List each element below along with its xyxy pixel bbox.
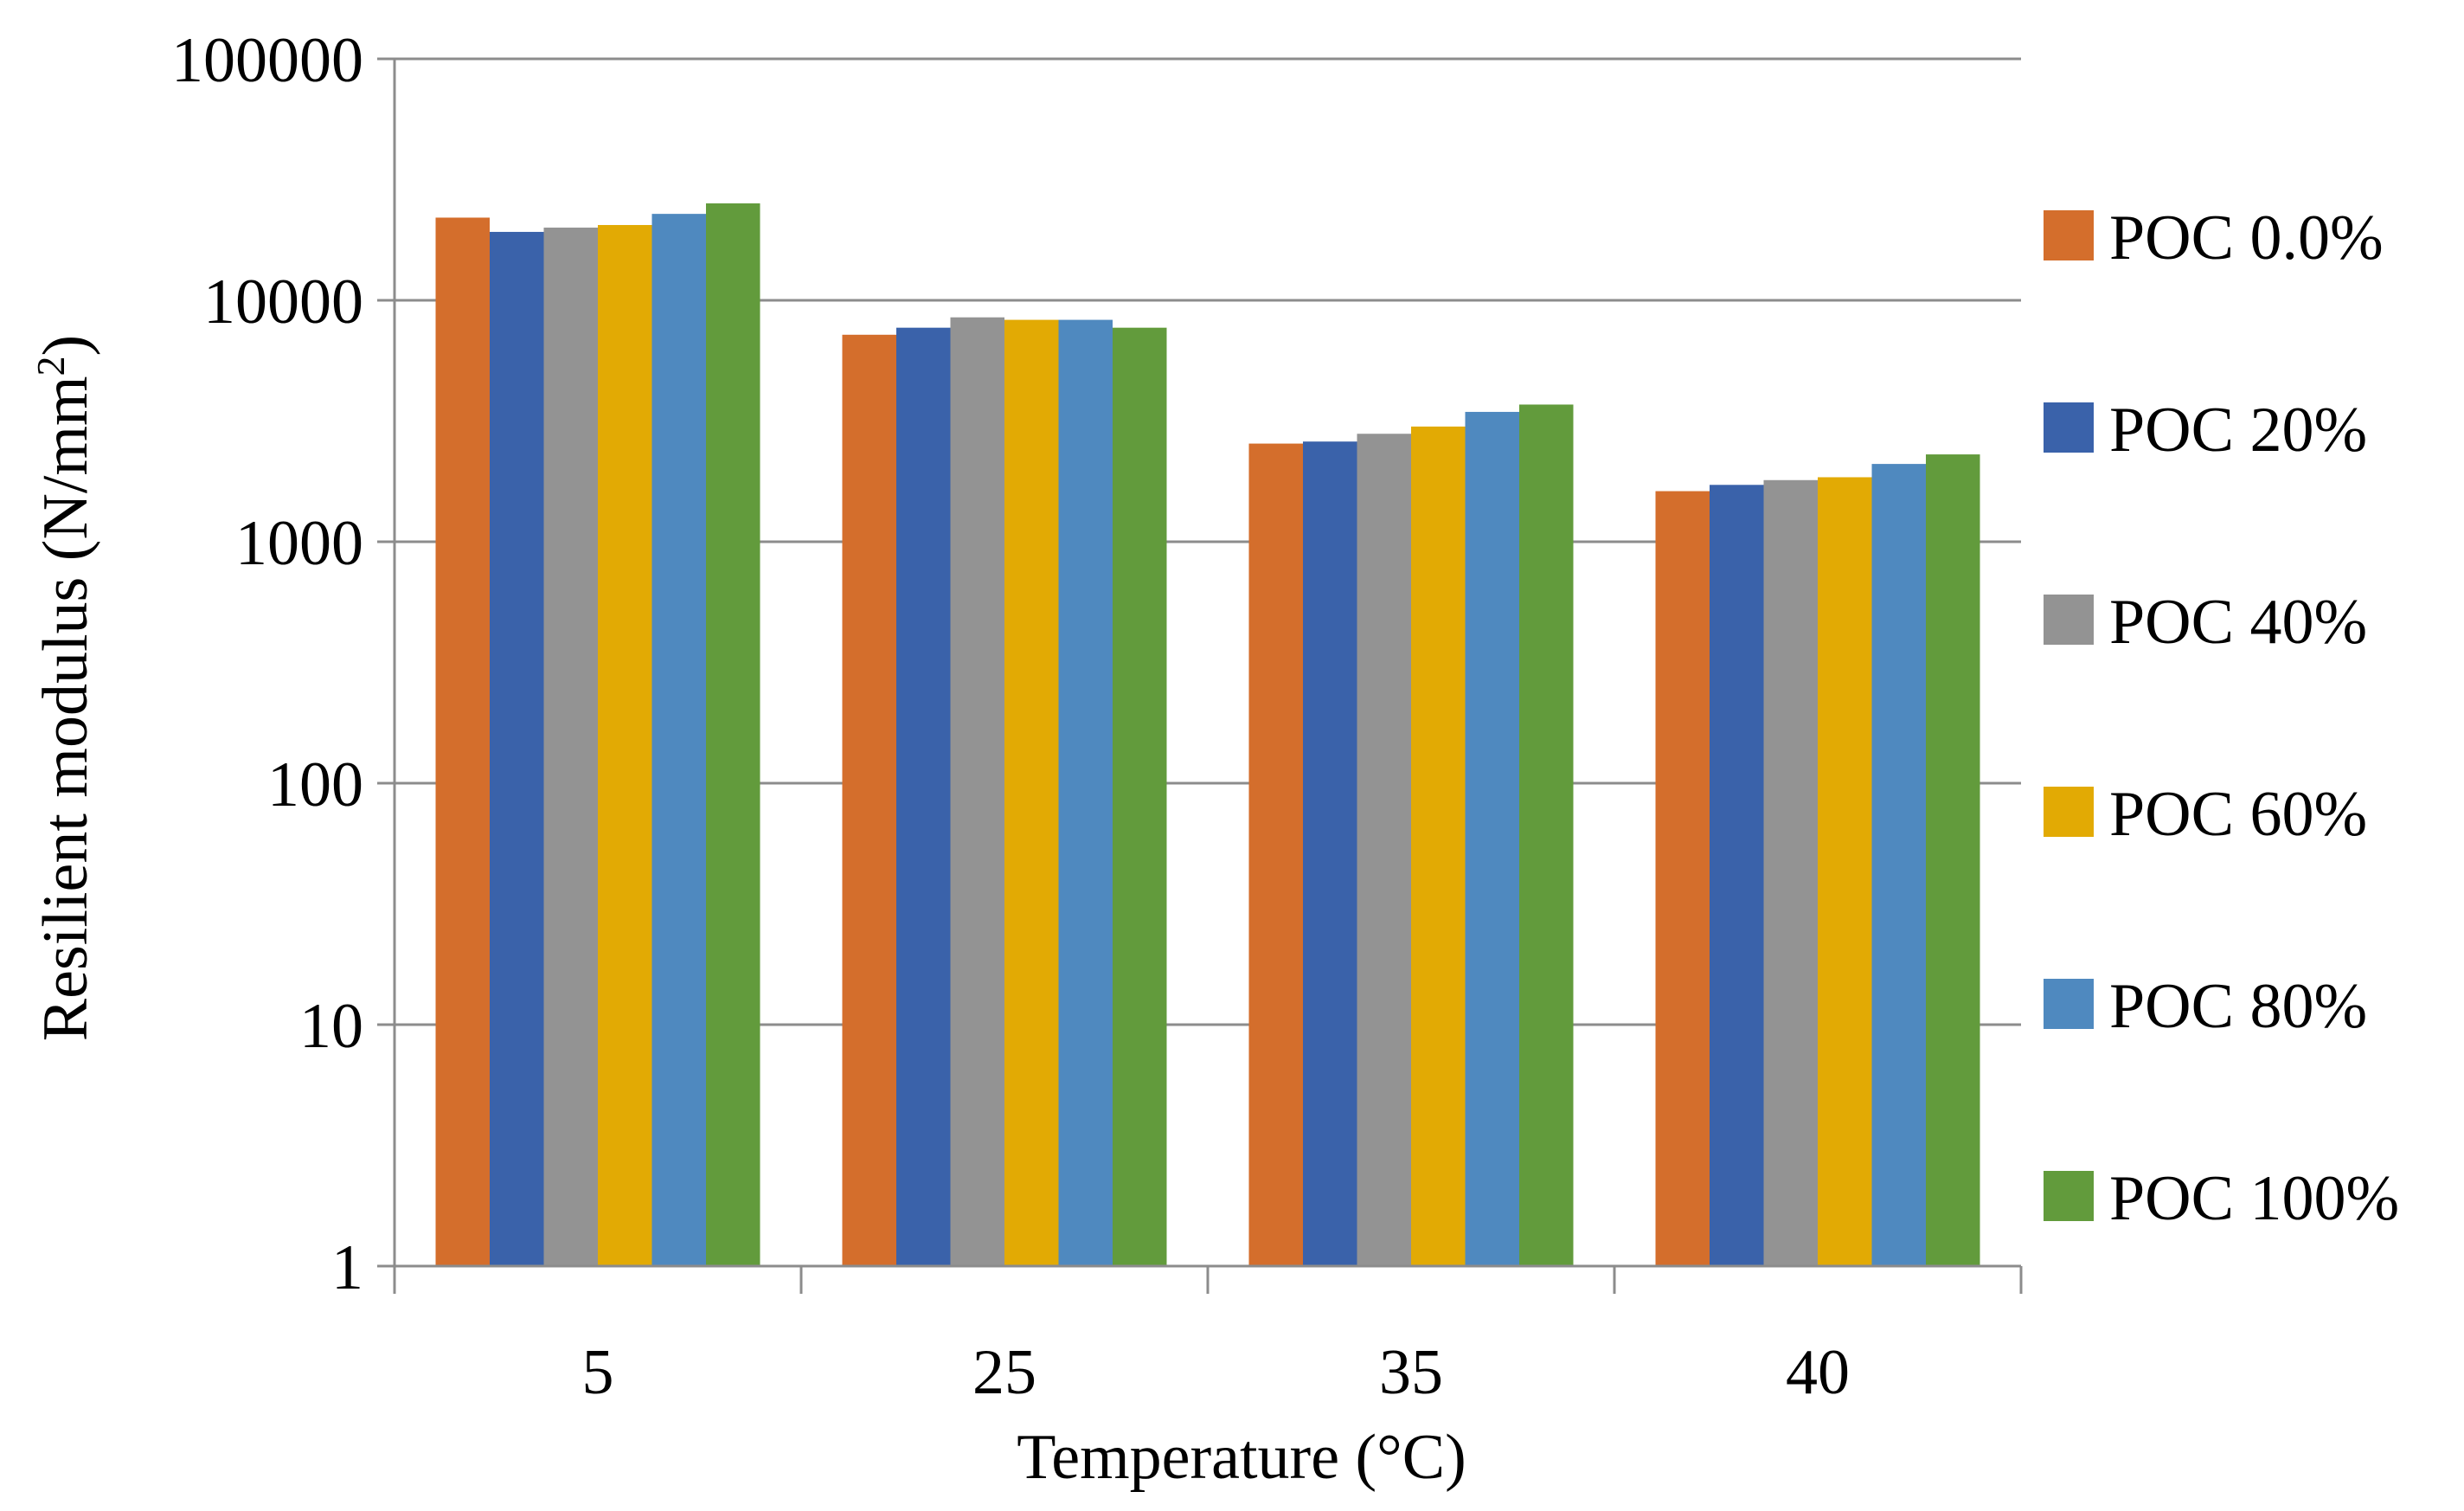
bar-5C-poc-100- [706, 203, 760, 1266]
axes [393, 59, 2023, 1294]
bar-35C-poc-60- [1411, 426, 1466, 1266]
legend-item-poc-40-: POC 40% [2044, 587, 2367, 658]
legend-label: POC 20% [2109, 395, 2367, 466]
y-tick-label-100: 100 [267, 749, 363, 820]
legend-item-poc-0-0-: POC 0.0% [2044, 203, 2384, 273]
x-tick-labels: 5 25 35 40 [582, 1337, 1851, 1408]
y-tick-label-1000: 1000 [235, 508, 363, 579]
y-axis-title: Resilient modulus (N/mm2) [29, 335, 101, 1041]
y-tick-label-1: 1 [331, 1232, 363, 1303]
bar-25C-poc-20- [896, 327, 951, 1267]
legend-swatch [2044, 210, 2094, 260]
bar-25C-poc-40- [950, 317, 1004, 1266]
legend-swatch [2044, 402, 2094, 453]
bar-35C-poc-80- [1465, 411, 1519, 1266]
y-axis-title-superscript: 2 [29, 356, 73, 376]
bar-25C-poc-60- [1004, 319, 1059, 1267]
y-axis-title-main: Resilient modulus (N/mm [30, 376, 101, 1041]
y-tick-label-10000: 10000 [203, 267, 363, 338]
bar-5C-poc-20- [490, 231, 544, 1266]
bar-5C-poc-80- [651, 214, 706, 1266]
legend-item-poc-100-: POC 100% [2044, 1163, 2399, 1234]
legend-label: POC 60% [2109, 779, 2367, 850]
bar-5C-poc-0-0- [435, 217, 490, 1266]
bar-40C-poc-0-0- [1655, 491, 1710, 1266]
legend-swatch [2044, 979, 2094, 1029]
bar-35C-poc-100- [1519, 404, 1574, 1267]
bar-40C-poc-40- [1763, 479, 1818, 1266]
x-tick-label-35: 35 [1379, 1337, 1443, 1408]
bar-35C-poc-40- [1357, 434, 1411, 1266]
bar-5C-poc-60- [598, 225, 652, 1267]
bar-40C-poc-80- [1871, 464, 1926, 1266]
bar-40C-poc-60- [1818, 477, 1872, 1266]
legend-swatch [2044, 787, 2094, 837]
x-tick-label-25: 25 [972, 1337, 1036, 1408]
legend-item-poc-80-: POC 80% [2044, 971, 2367, 1042]
legend-item-poc-60-: POC 60% [2044, 779, 2367, 850]
legend-swatch [2044, 595, 2094, 645]
legend-swatch [2044, 1171, 2094, 1221]
bar-5C-poc-40- [543, 228, 598, 1266]
legend-item-poc-20-: POC 20% [2044, 395, 2367, 466]
bar-40C-poc-100- [1926, 454, 1980, 1266]
x-tick-label-40: 40 [1786, 1337, 1850, 1408]
x-tick-label-5: 5 [582, 1337, 614, 1408]
bar-25C-poc-80- [1058, 319, 1113, 1267]
y-tick-label-100000: 100000 [171, 25, 363, 96]
x-axis-title: Temperature (°C) [1017, 1422, 1466, 1493]
y-axis-title-close: ) [30, 335, 101, 357]
bars [435, 203, 1980, 1267]
y-tick-label-10: 10 [299, 991, 363, 1062]
bar-40C-poc-20- [1710, 485, 1764, 1266]
legend-label: POC 80% [2109, 971, 2367, 1042]
legend-label: POC 40% [2109, 587, 2367, 658]
legend-label: POC 0.0% [2109, 203, 2384, 273]
y-tick-labels: 1 10 100 1000 10000 100000 [171, 25, 363, 1303]
bar-35C-poc-0-0- [1248, 443, 1303, 1266]
bar-25C-poc-0-0- [842, 334, 896, 1267]
bar-35C-poc-20- [1303, 441, 1357, 1267]
legend: POC 0.0% POC 20% POC 40% POC 60% POC 80% POC … [2044, 203, 2399, 1234]
bar-25C-poc-100- [1113, 327, 1167, 1267]
legend-label: POC 100% [2109, 1163, 2399, 1234]
